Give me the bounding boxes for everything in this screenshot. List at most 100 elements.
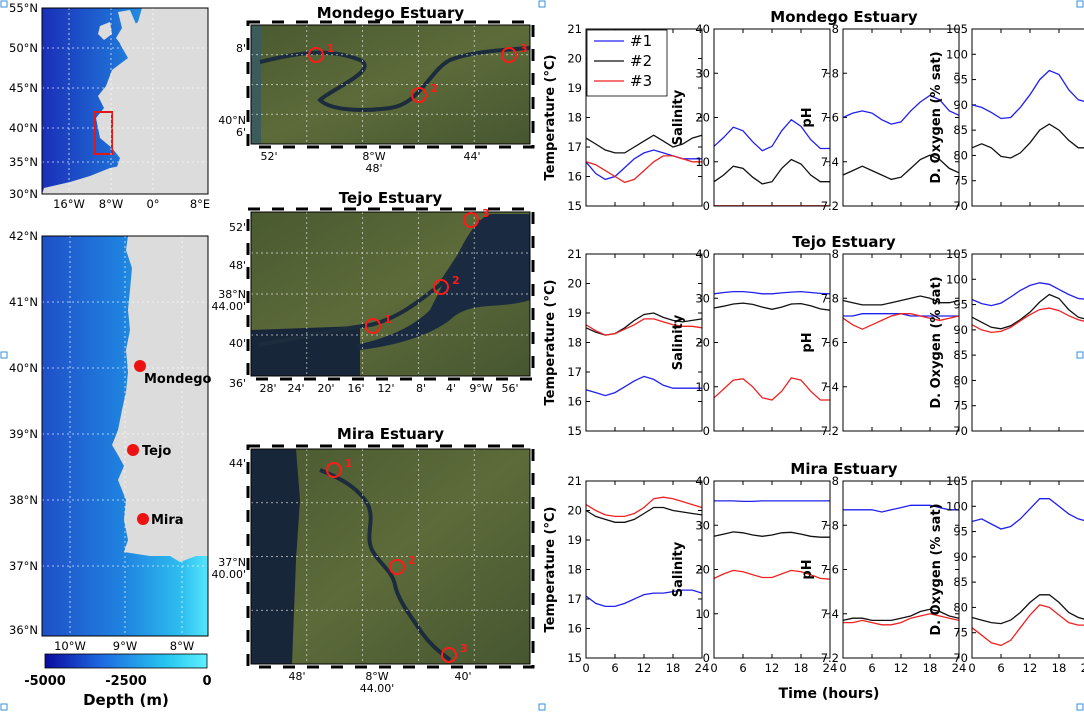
y-axis-label: D. Oxygen (% sat) <box>929 503 944 635</box>
overview-lat-tick: 50°N <box>9 41 38 55</box>
legend-entry: #3 <box>630 72 652 90</box>
y-tick-label: 7.8 <box>821 66 839 80</box>
estuary-row-title: Mira Estuary <box>790 460 897 478</box>
station-marker <box>365 318 381 334</box>
satellite-lon-tick: 16' <box>347 382 364 395</box>
parameter-panel: 15 16 17 18 19 20 21 Temperature (°C) #1 #2 #3 <box>543 22 703 213</box>
plot-frame <box>971 253 1084 432</box>
parameter-panel: 0 10 20 30 40 0 6 12 18 24 Salinity <box>671 474 837 675</box>
satellite-lat-tick: 44' <box>229 457 246 470</box>
portugal-lon-tick: 9°W <box>113 639 137 653</box>
x-tick-label: 0 <box>710 661 717 675</box>
y-axis-label: Temperature (°C) <box>543 507 558 633</box>
y-tick-label: 40 <box>695 474 710 488</box>
colorbar-tick-max: 0 <box>202 674 211 689</box>
y-tick-label: 40 <box>695 22 710 36</box>
station-label: 1 <box>345 457 353 470</box>
station-label: 1 <box>384 313 392 326</box>
parameter-panel: 70 75 80 85 90 95 100 105 0 6 12 18 24 D. Oxygen (% s… <box>929 474 1084 675</box>
y-tick-label: 19 <box>567 81 582 95</box>
y-tick-label: 20 <box>695 111 710 125</box>
series-line-2 <box>971 293 1084 330</box>
y-tick-label: 7.2 <box>821 199 839 213</box>
satellite-lon-tick: 8°W 44.00' <box>360 670 395 695</box>
satellite-lon-tick: 4' <box>446 382 456 395</box>
portugal-lat-tick: 36°N <box>9 623 38 637</box>
river-channel <box>259 46 531 112</box>
satellite-lon-tick: 24' <box>287 382 304 395</box>
satellite-lon-tick: 8°W 48' <box>362 150 385 175</box>
plot-area <box>843 254 959 431</box>
overview-lat-tick: 35°N <box>9 155 38 169</box>
ocean-area <box>251 326 360 376</box>
map-frame <box>250 24 531 145</box>
y-tick-label: 105 <box>946 247 968 261</box>
y-tick-label: 30 <box>695 291 710 305</box>
series-line-2 <box>971 123 1084 159</box>
satellite-lon-tick: 28' <box>259 382 276 395</box>
portugal-map: 42°N41°N40°N39°N38°N37°N36°N 10°W 9°W 8°W … <box>9 229 212 653</box>
satellite-panel-title: Mondego Estuary <box>317 4 465 22</box>
series-line-2 <box>842 154 960 181</box>
satellite-panel-title: Mira Estuary <box>337 425 444 443</box>
satellite-lat-tick: 52' <box>229 221 246 234</box>
x-tick-label: 12 <box>894 661 909 675</box>
x-tick-label: 12 <box>637 661 652 675</box>
y-tick-label: 90 <box>953 98 968 112</box>
y-tick-label: 20 <box>695 563 710 577</box>
site-marker-tejo <box>127 444 139 456</box>
x-tick-label: 6 <box>739 661 746 675</box>
y-tick-label: 30 <box>695 518 710 532</box>
series-line-1 <box>842 94 960 125</box>
y-tick-label: 7.6 <box>821 336 839 350</box>
y-tick-label: 20 <box>567 52 582 66</box>
satellite-lat-tick: 8' <box>236 42 246 55</box>
site-label-mira: Mira <box>151 513 184 528</box>
x-tick-label: 12 <box>765 661 780 675</box>
estuary-row-title: Mondego Estuary <box>770 8 918 26</box>
portugal-lon-tick: 8°W <box>170 639 194 653</box>
x-tick-label: 6 <box>611 661 618 675</box>
y-tick-label: 20 <box>567 504 582 518</box>
satellite-lat-tick: 38°N 44.00' <box>211 288 246 313</box>
plot-area <box>714 481 830 658</box>
y-tick-label: 18 <box>567 336 582 350</box>
x-tick-label: 24 <box>1081 661 1084 675</box>
y-tick-label: 8 <box>832 474 839 488</box>
depth-colorbar: -5000 -2500 0 Depth (m) <box>24 653 212 709</box>
overview-lat-tick: 55°N <box>9 1 38 15</box>
series-line-3 <box>585 496 703 518</box>
y-tick-label: 15 <box>567 424 582 438</box>
satellite-lon-tick: 12' <box>377 382 394 395</box>
series-line-2 <box>585 134 703 154</box>
y-tick-label: 16 <box>567 170 582 184</box>
station-marker <box>326 462 342 478</box>
series-line-1 <box>585 589 703 608</box>
y-axis-label: Salinity <box>671 541 686 597</box>
series-line-2 <box>971 594 1084 625</box>
x-tick-label: 24 <box>823 661 838 675</box>
y-tick-label: 75 <box>953 626 968 640</box>
plot-area <box>972 29 1084 206</box>
x-tick-label: 0 <box>968 661 975 675</box>
y-tick-label: 70 <box>953 424 968 438</box>
series-line-3 <box>843 613 960 626</box>
parameter-charts: Mondego Estuary 15 16 17 18 19 20 21 Temperature… <box>543 8 1084 675</box>
station-marker <box>411 87 427 103</box>
station-marker <box>433 279 449 295</box>
portugal-lat-tick: 41°N <box>9 295 38 309</box>
series-line-2 <box>842 608 960 622</box>
series-line-2 <box>713 302 831 311</box>
series-line-2 <box>713 531 830 538</box>
satellite-lon-tick: 44' <box>463 150 480 163</box>
y-tick-label: 7.6 <box>821 111 839 125</box>
satellite-lon-tick: 52' <box>260 150 277 163</box>
x-tick-label: 24 <box>695 661 710 675</box>
y-tick-label: 7.6 <box>821 563 839 577</box>
study-area-box <box>94 111 113 155</box>
y-tick-label: 7.8 <box>821 291 839 305</box>
y-tick-label: 85 <box>953 575 968 589</box>
parameter-panel: 70 75 80 85 90 95 100 105 D. Oxygen (% sat) <box>929 22 1084 213</box>
parameter-panel: 15 16 17 18 19 20 21 Temperature (°C) <box>543 247 703 438</box>
